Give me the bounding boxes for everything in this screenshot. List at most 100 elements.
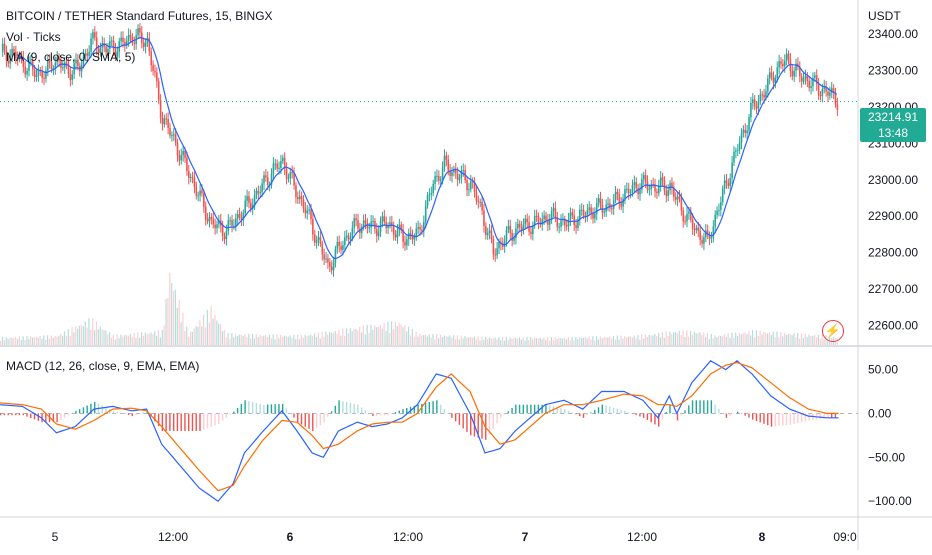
volume-bar (274, 339, 276, 345)
candle-body (637, 188, 639, 195)
volume-bar (26, 336, 28, 345)
candle-body (338, 241, 340, 246)
macd-histogram-bar (789, 413, 791, 425)
volume-bar (586, 338, 588, 345)
candle-body (171, 135, 173, 137)
volume-bar (545, 340, 547, 345)
volume-bar (475, 339, 477, 345)
candle-body (669, 183, 671, 191)
candle-body (99, 47, 102, 54)
volume-bar (203, 314, 205, 345)
candle-body (73, 63, 75, 75)
candle-body (767, 78, 769, 92)
macd-histogram-bar (488, 413, 491, 435)
candle-body (253, 194, 256, 205)
candle-body (693, 228, 696, 231)
candle-body (362, 220, 365, 227)
candle-body (321, 243, 324, 255)
macd-histogram-bar (345, 402, 348, 414)
macd-histogram-bar (642, 413, 645, 418)
volume-bar (823, 339, 825, 345)
candle-body (733, 151, 735, 163)
candle-body (210, 217, 213, 219)
candle-body (686, 213, 688, 222)
macd-histogram-bar (703, 400, 705, 414)
candle-body (144, 41, 147, 47)
volume-bar (304, 335, 306, 345)
volume-bar (139, 337, 141, 345)
volume-bar (92, 318, 94, 345)
candle-body (682, 210, 685, 222)
candle-body (759, 94, 762, 102)
macd-histogram-bar (195, 413, 197, 431)
vol-indicator-label[interactable]: Vol · Ticks (6, 30, 61, 44)
volume-bar (445, 336, 447, 345)
candle-body (218, 220, 220, 225)
macd-histogram-bar (605, 405, 607, 414)
volume-bar (753, 337, 756, 345)
macd-histogram-bar (447, 413, 449, 414)
macd-histogram-bar (3, 413, 6, 416)
volume-bar (47, 335, 49, 345)
candle-body (94, 32, 96, 38)
volume-bar (400, 324, 402, 345)
volume-bar (543, 337, 545, 345)
macd-indicator-label[interactable]: MACD (12, 26, close, 9, EMA, EMA) (6, 359, 200, 373)
volume-bar (199, 320, 201, 345)
volume-bar (204, 327, 207, 345)
macd-histogram-bar (206, 413, 209, 429)
candle-body (750, 102, 752, 118)
candle-body (203, 193, 205, 207)
candle-body (340, 245, 342, 250)
volume-bar (462, 338, 464, 345)
volume-bar (394, 321, 396, 345)
candle-body (740, 132, 743, 143)
macd-histogram-bar (616, 408, 619, 414)
candle-body (139, 28, 141, 33)
macd-histogram-bar (443, 409, 446, 414)
candle-body (112, 40, 115, 50)
candle-body (11, 48, 13, 56)
macd-histogram-bar (436, 400, 438, 414)
candle-body (15, 51, 17, 59)
macd-histogram-bar (131, 413, 133, 417)
macd-histogram-bar (729, 413, 731, 416)
candle-body (603, 211, 606, 213)
volume-bar (362, 325, 365, 345)
macd-histogram-bar (778, 413, 780, 426)
candle-body (721, 188, 724, 203)
volume-bar (712, 338, 714, 345)
volume-bar (456, 335, 459, 345)
macd-histogram-bar (338, 400, 340, 414)
candle-body (680, 198, 683, 211)
candle-body (71, 74, 74, 80)
volume-bar (780, 332, 782, 345)
volume-bar (218, 323, 220, 345)
macd-histogram-bar (556, 407, 558, 414)
macd-histogram-bar (770, 413, 773, 427)
macd-histogram-bar (327, 413, 329, 417)
macd-histogram-bar (522, 404, 525, 414)
volume-bar (641, 334, 643, 345)
volume-bar (483, 339, 485, 345)
volume-bar (229, 338, 231, 345)
candle-body (176, 142, 179, 156)
ma-indicator-label[interactable]: MA (9, close, 0, SMA, 5) (6, 50, 136, 64)
time-axis-tick-label: 5 (52, 530, 59, 544)
candle-body (454, 169, 457, 174)
candle-body (417, 227, 419, 229)
volume-bar (432, 333, 434, 345)
candle-body (579, 209, 581, 220)
lightning-icon[interactable]: ⚡ (822, 320, 844, 342)
candle-body (283, 157, 286, 169)
volume-bar (368, 332, 370, 345)
volume-bar (297, 334, 299, 345)
macd-histogram-bar (515, 404, 517, 414)
candle-body (368, 227, 371, 229)
ma-line (16, 36, 837, 260)
candle-body (614, 192, 617, 201)
candle-body (16, 58, 19, 60)
macd-histogram-bar (165, 413, 167, 431)
